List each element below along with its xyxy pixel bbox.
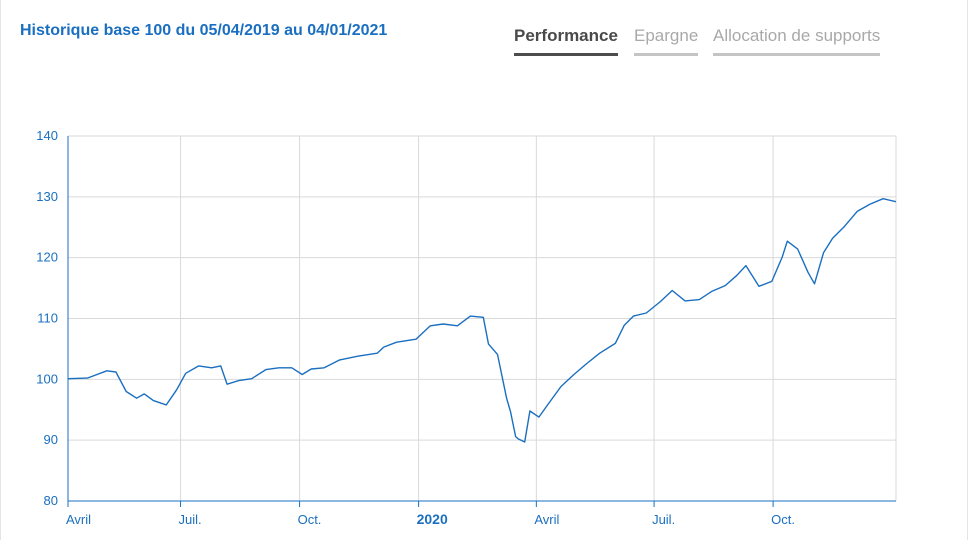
x-tick-label: Oct. <box>771 512 795 527</box>
x-tick-label: Oct. <box>298 512 322 527</box>
y-tick-label: 80 <box>44 493 58 508</box>
y-tick-label: 140 <box>36 128 58 143</box>
x-tick-label: Avril <box>66 512 91 527</box>
series-line <box>67 197 897 443</box>
chart-title: Historique base 100 du 05/04/2019 au 04/… <box>20 22 388 39</box>
tab-performance[interactable]: Performance <box>514 26 618 56</box>
x-tick-label: Juil. <box>652 512 675 527</box>
y-tick-label: 100 <box>36 371 58 386</box>
x-tick-label: Juil. <box>179 512 202 527</box>
tab-allocation-label: Allocation de supports <box>713 26 881 45</box>
tab-performance-label: Performance <box>514 26 618 45</box>
x-tick-label: Avril <box>534 512 559 527</box>
tab-performance-underline <box>514 53 618 56</box>
y-tick-label: 110 <box>37 311 58 326</box>
tab-allocation-supports[interactable]: Allocation de supports <box>713 26 881 56</box>
y-tick-label: 130 <box>36 189 58 204</box>
y-tick-label: 120 <box>36 250 58 265</box>
tab-epargne-label: Epargne <box>634 26 699 45</box>
tab-epargne-underline <box>634 53 699 56</box>
y-tick-label: 90 <box>44 432 58 447</box>
tab-allocation-underline <box>713 53 881 56</box>
tab-epargne[interactable]: Epargne <box>634 26 699 56</box>
x-tick-label: 2020 <box>417 511 448 527</box>
